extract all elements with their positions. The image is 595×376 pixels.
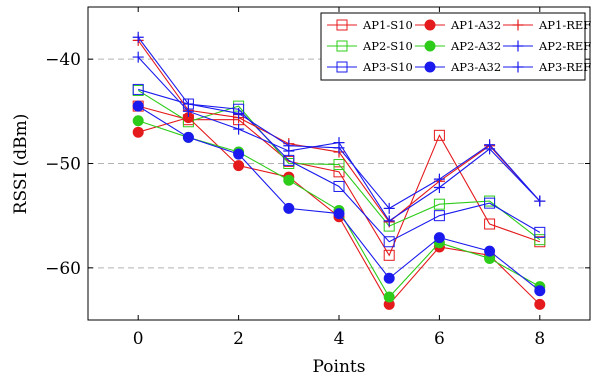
data-point (383, 249, 395, 261)
data-point (484, 139, 496, 151)
legend-marker (336, 40, 348, 52)
legend-label: AP3-REF (538, 60, 591, 74)
x-tick-label: 8 (534, 329, 545, 349)
data-point (182, 98, 194, 110)
legend-label: AP1-A32 (450, 18, 501, 32)
legend-label: AP2-REF (538, 39, 591, 53)
legend-marker (424, 61, 436, 73)
data-point (233, 107, 245, 119)
legend-marker (512, 40, 524, 52)
legend-marker (512, 19, 524, 31)
series-line (138, 105, 540, 257)
data-point (484, 197, 496, 209)
data-point (333, 142, 345, 154)
data-point (433, 198, 445, 210)
legend-label: AP1-S10 (362, 18, 413, 32)
legend-entry-ap1-ref: AP1-REF (503, 18, 591, 32)
legend: AP1-S10 AP1-A32 AP1-REF AP2-S10 AP2-A32 AP2-R… (320, 12, 591, 81)
data-point (383, 215, 395, 227)
data-point (433, 173, 445, 185)
data-point (433, 232, 445, 244)
data-point (132, 126, 144, 138)
legend-marker (424, 40, 436, 52)
legend-entry-ap2-s10: AP2-S10 (327, 39, 413, 53)
x-axis-label: Points (313, 357, 366, 376)
legend-entry-ap3-s10: AP3-S10 (327, 60, 413, 74)
series-ap3-a32 (132, 100, 546, 297)
data-point (233, 123, 245, 135)
legend-marker (424, 19, 436, 31)
series-ap3-ref (132, 31, 546, 214)
data-point (484, 245, 496, 257)
series-line (138, 88, 541, 243)
legend-entry-ap2-a32: AP2-A32 (415, 39, 501, 53)
legend-label: AP2-S10 (362, 39, 413, 53)
legend-entry-ap1-s10: AP1-S10 (327, 18, 413, 32)
data-point (132, 51, 144, 63)
legend-marker (512, 61, 524, 73)
data-point (534, 298, 546, 310)
x-tick-label: 6 (434, 329, 445, 349)
legend-entry-ap2-ref: AP2-REF (503, 39, 591, 53)
series-line (137, 89, 541, 241)
data-point (132, 100, 144, 112)
legend-label: AP2-A32 (450, 39, 501, 53)
legend-label: AP3-A32 (450, 60, 501, 74)
legend-label: AP3-S10 (362, 60, 413, 74)
data-point (333, 159, 345, 171)
data-point (132, 83, 144, 95)
axis-ticks: 0 2 4 6 8 −60 −50 −40 (45, 7, 590, 349)
data-point (132, 31, 144, 43)
data-point (534, 285, 546, 297)
series-ap1-s10 (132, 100, 546, 261)
data-point (383, 272, 395, 284)
data-point (333, 166, 345, 178)
x-tick-label: 2 (233, 329, 244, 349)
data-point (534, 226, 546, 238)
y-axis-label: RSSI (dBm) (11, 114, 31, 215)
y-tick-label: −60 (45, 259, 81, 279)
legend-marker (336, 61, 348, 73)
series-layer (132, 31, 546, 310)
x-tick-label: 0 (133, 329, 144, 349)
series-ap3-s10 (132, 83, 546, 248)
legend-marker (336, 19, 348, 31)
data-point (534, 195, 546, 207)
data-point (484, 218, 496, 230)
data-point (333, 180, 345, 192)
legend-entry-ap1-a32: AP1-A32 (415, 18, 501, 32)
series-line (137, 105, 541, 292)
y-tick-label: −40 (45, 50, 81, 70)
data-point (283, 140, 295, 152)
x-tick-label: 4 (334, 329, 345, 349)
data-point (534, 234, 546, 246)
data-point (383, 291, 395, 303)
y-tick-label: −50 (45, 155, 81, 175)
legend-label: AP1-REF (538, 18, 591, 32)
grid-lines (88, 58, 590, 269)
data-point (383, 202, 395, 214)
legend-entry-ap3-ref: AP3-REF (503, 60, 591, 74)
legend-box (320, 12, 586, 81)
data-point (182, 131, 194, 143)
data-point (283, 174, 295, 186)
data-point (383, 236, 395, 248)
data-point (433, 210, 445, 222)
legend-entry-ap3-a32: AP3-A32 (415, 60, 501, 74)
data-point (333, 208, 345, 220)
data-point (283, 202, 295, 214)
data-point (433, 129, 445, 141)
data-point (132, 115, 144, 127)
data-point (233, 160, 245, 172)
data-point (233, 148, 245, 160)
